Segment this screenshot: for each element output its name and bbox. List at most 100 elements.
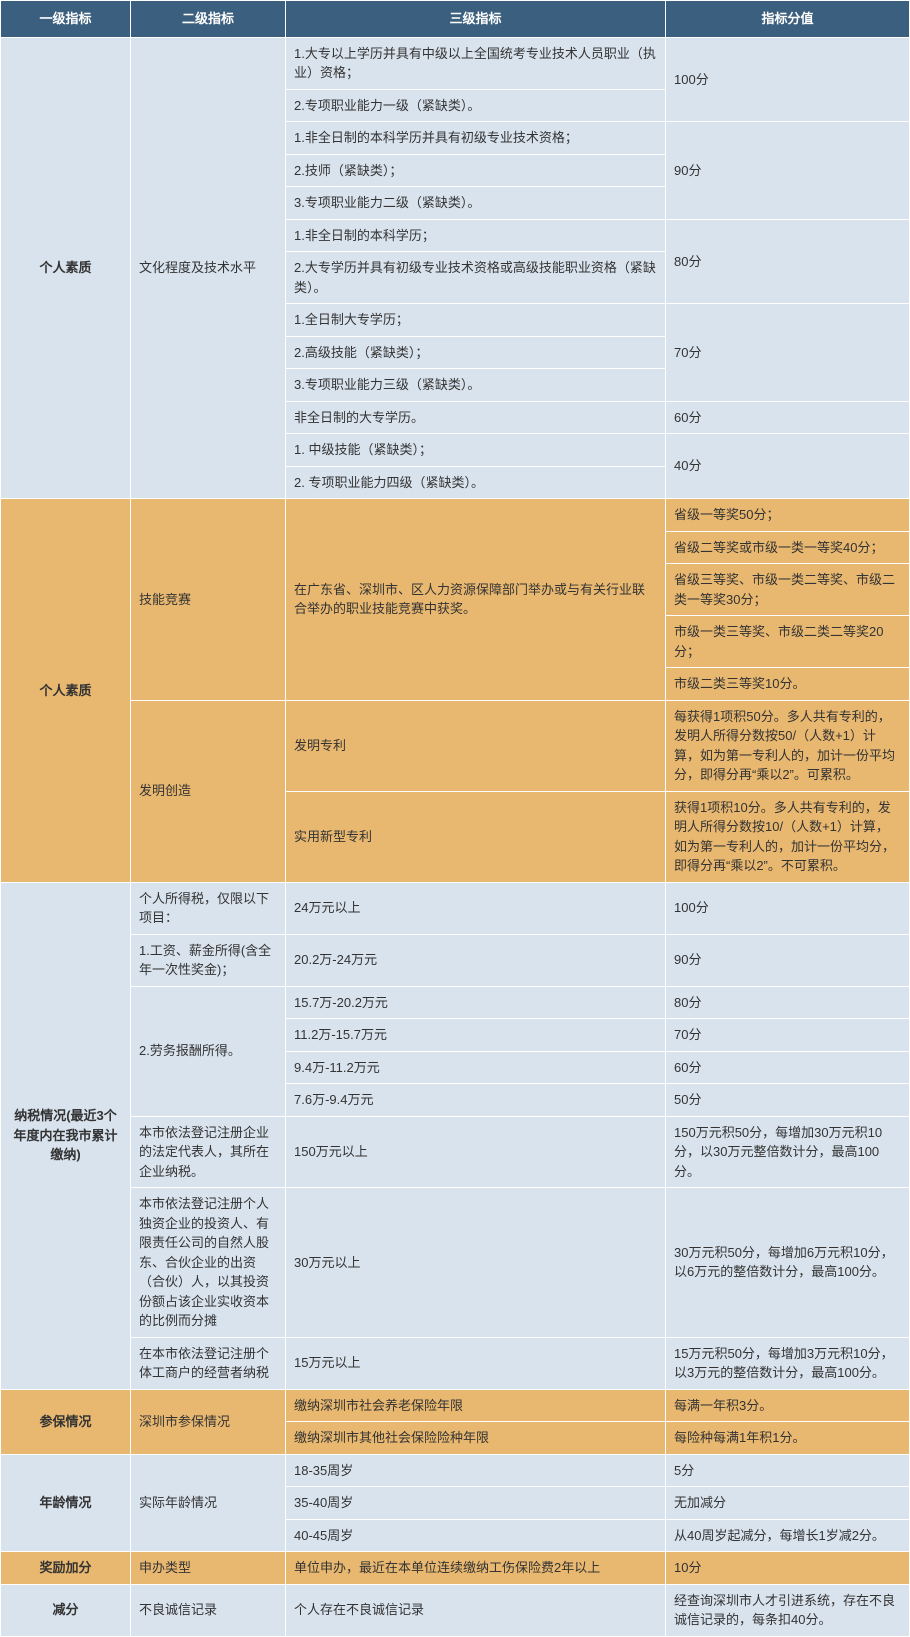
cell-l3: 个人存在不良诚信记录: [286, 1584, 666, 1636]
header-l2: 二级指标: [131, 1, 286, 38]
cell-l3: 缴纳深圳市社会养老保险年限: [286, 1389, 666, 1422]
cell-l3: 24万元以上: [286, 882, 666, 934]
cell-l1: 减分: [1, 1584, 131, 1636]
table-row: 发明创造 发明专利 每获得1项积50分。多人共有专利的，发明人所得分数按50/（…: [1, 700, 910, 791]
cell-l3: 缴纳深圳市其他社会保险险种年限: [286, 1422, 666, 1455]
cell-l2: 技能竞赛: [131, 499, 286, 701]
cell-l2: 申办类型: [131, 1552, 286, 1585]
header-score: 指标分值: [666, 1, 910, 38]
cell-score: 50分: [666, 1084, 910, 1117]
cell-l1: 参保情况: [1, 1389, 131, 1454]
cell-l3: 15.7万-20.2万元: [286, 986, 666, 1019]
cell-score: 80分: [666, 219, 910, 304]
cell-score: 市级一类三等奖、市级二类二等奖20分；: [666, 616, 910, 668]
cell-l3: 7.6万-9.4万元: [286, 1084, 666, 1117]
cell-score: 70分: [666, 1019, 910, 1052]
cell-l1: 个人素质: [1, 37, 131, 499]
cell-l3: 11.2万-15.7万元: [286, 1019, 666, 1052]
cell-l3: 20.2万-24万元: [286, 934, 666, 986]
cell-l2: 个人所得税，仅限以下项目：: [131, 882, 286, 934]
cell-l3: 2. 专项职业能力四级（紧缺类）。: [286, 466, 666, 499]
cell-score: 60分: [666, 1051, 910, 1084]
cell-l1: 年龄情况: [1, 1454, 131, 1552]
cell-l2: 1.工资、薪金所得(含全年一次性奖金)；: [131, 934, 286, 986]
table-row: 本市依法登记注册企业的法定代表人，其所在企业纳税。 150万元以上 150万元积…: [1, 1116, 910, 1188]
cell-l2: 本市依法登记注册个人独资企业的投资人、有限责任公司的自然人股东、合伙企业的出资（…: [131, 1188, 286, 1338]
cell-l3: 实用新型专利: [286, 791, 666, 882]
cell-l1: 个人素质: [1, 499, 131, 883]
cell-score: 从40周岁起减分，每增长1岁减2分。: [666, 1519, 910, 1552]
table-row: 本市依法登记注册个人独资企业的投资人、有限责任公司的自然人股东、合伙企业的出资（…: [1, 1188, 910, 1338]
cell-l2: 发明创造: [131, 700, 286, 882]
cell-score: 省级三等奖、市级一类二等奖、市级二类一等奖30分；: [666, 564, 910, 616]
cell-score: 获得1项积10分。多人共有专利的，发明人所得分数按10/（人数+1）计算，如为第…: [666, 791, 910, 882]
cell-l3: 30万元以上: [286, 1188, 666, 1338]
cell-score: 省级一等奖50分；: [666, 499, 910, 532]
cell-l3: 40-45周岁: [286, 1519, 666, 1552]
cell-l3: 1.全日制大专学历；: [286, 304, 666, 337]
header-l1: 一级指标: [1, 1, 131, 38]
cell-l2: 在本市依法登记注册个体工商户的经营者纳税: [131, 1337, 286, 1389]
cell-score: 无加减分: [666, 1487, 910, 1520]
cell-score: 60分: [666, 401, 910, 434]
cell-score: 100分: [666, 882, 910, 934]
cell-l2: 本市依法登记注册企业的法定代表人，其所在企业纳税。: [131, 1116, 286, 1188]
table-row: 个人素质 技能竞赛 在广东省、深圳市、区人力资源保障部门举办或与有关行业联合举办…: [1, 499, 910, 532]
cell-score: 100分: [666, 37, 910, 122]
cell-l3: 2.技师（紧缺类）；: [286, 154, 666, 187]
cell-l3: 1.非全日制的本科学历并具有初级专业技术资格；: [286, 122, 666, 155]
cell-score: 每满一年积3分。: [666, 1389, 910, 1422]
cell-score: 每险种每满1年积1分。: [666, 1422, 910, 1455]
cell-score: 市级二类三等奖10分。: [666, 668, 910, 701]
cell-score: 5分: [666, 1454, 910, 1487]
cell-score: 15万元积50分，每增加3万元积10分，以3万元的整倍数计分，最高100分。: [666, 1337, 910, 1389]
cell-score: 40分: [666, 434, 910, 499]
cell-l1: 奖励加分: [1, 1552, 131, 1585]
header-l3: 三级指标: [286, 1, 666, 38]
cell-l3: 15万元以上: [286, 1337, 666, 1389]
table-row: 在本市依法登记注册个体工商户的经营者纳税 15万元以上 15万元积50分，每增加…: [1, 1337, 910, 1389]
cell-l3: 2.高级技能（紧缺类）；: [286, 336, 666, 369]
table-row: 奖励加分 申办类型 单位申办，最近在本单位连续缴纳工伤保险费2年以上 10分: [1, 1552, 910, 1585]
cell-l3: 发明专利: [286, 700, 666, 791]
cell-l3: 2.专项职业能力一级（紧缺类）。: [286, 89, 666, 122]
cell-l2: 实际年龄情况: [131, 1454, 286, 1552]
cell-score: 80分: [666, 986, 910, 1019]
cell-l3: 1. 中级技能（紧缺类）；: [286, 434, 666, 467]
cell-score: 每获得1项积50分。多人共有专利的，发明人所得分数按50/（人数+1）计算，如为…: [666, 700, 910, 791]
cell-l3: 单位申办，最近在本单位连续缴纳工伤保险费2年以上: [286, 1552, 666, 1585]
cell-l2: 2.劳务报酬所得。: [131, 986, 286, 1116]
cell-score: 150万元积50分，每增加30万元积10分，以30万元整倍数计分，最高100分。: [666, 1116, 910, 1188]
table-row: 2.劳务报酬所得。 15.7万-20.2万元 80分: [1, 986, 910, 1019]
cell-l3: 1.大专以上学历并具有中级以上全国统考专业技术人员职业（执业）资格；: [286, 37, 666, 89]
cell-score: 70分: [666, 304, 910, 402]
cell-l2: 文化程度及技术水平: [131, 37, 286, 499]
cell-l1: 纳税情况(最近3个年度内在我市累计缴纳): [1, 882, 131, 1389]
table-row: 减分 不良诚信记录 个人存在不良诚信记录 经查询深圳市人才引进系统，存在不良诚信…: [1, 1584, 910, 1636]
cell-l3: 1.非全日制的本科学历；: [286, 219, 666, 252]
table-row: 1.工资、薪金所得(含全年一次性奖金)； 20.2万-24万元 90分: [1, 934, 910, 986]
cell-score: 90分: [666, 122, 910, 220]
cell-l3: 非全日制的大专学历。: [286, 401, 666, 434]
cell-l2: 深圳市参保情况: [131, 1389, 286, 1454]
cell-l3: 3.专项职业能力三级（紧缺类）。: [286, 369, 666, 402]
table-row: 纳税情况(最近3个年度内在我市累计缴纳) 个人所得税，仅限以下项目： 24万元以…: [1, 882, 910, 934]
cell-l3: 2.大专学历并具有初级专业技术资格或高级技能职业资格（紧缺类）。: [286, 252, 666, 304]
header-row: 一级指标 二级指标 三级指标 指标分值: [1, 1, 910, 38]
cell-score: 省级二等奖或市级一类一等奖40分；: [666, 531, 910, 564]
cell-score: 10分: [666, 1552, 910, 1585]
table-row: 参保情况 深圳市参保情况 缴纳深圳市社会养老保险年限 每满一年积3分。: [1, 1389, 910, 1422]
indicator-table: 一级指标 二级指标 三级指标 指标分值 个人素质 文化程度及技术水平 1.大专以…: [0, 0, 910, 1637]
cell-l3: 150万元以上: [286, 1116, 666, 1188]
cell-score: 经查询深圳市人才引进系统，存在不良诚信记录的，每条扣40分。: [666, 1584, 910, 1636]
cell-l3: 在广东省、深圳市、区人力资源保障部门举办或与有关行业联合举办的职业技能竞赛中获奖…: [286, 499, 666, 701]
cell-l3: 9.4万-11.2万元: [286, 1051, 666, 1084]
table-row: 年龄情况 实际年龄情况 18-35周岁 5分: [1, 1454, 910, 1487]
cell-l3: 35-40周岁: [286, 1487, 666, 1520]
table-row: 个人素质 文化程度及技术水平 1.大专以上学历并具有中级以上全国统考专业技术人员…: [1, 37, 910, 89]
cell-l3: 18-35周岁: [286, 1454, 666, 1487]
cell-l2: 不良诚信记录: [131, 1584, 286, 1636]
cell-score: 30万元积50分，每增加6万元积10分，以6万元的整倍数计分，最高100分。: [666, 1188, 910, 1338]
cell-l3: 3.专项职业能力二级（紧缺类）。: [286, 187, 666, 220]
cell-score: 90分: [666, 934, 910, 986]
